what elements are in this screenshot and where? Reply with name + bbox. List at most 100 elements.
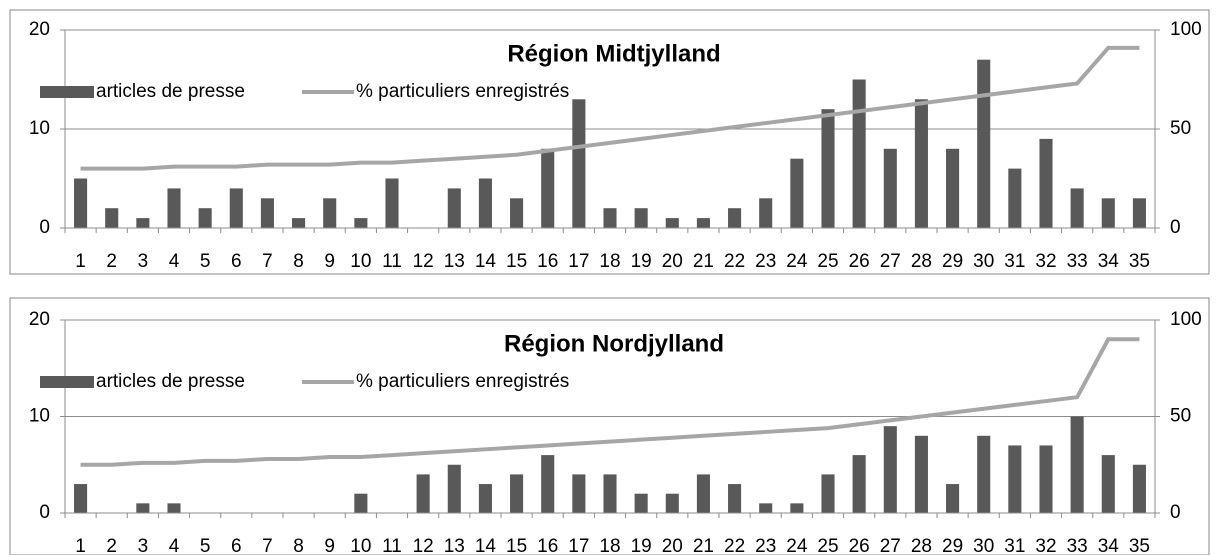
x-tick-label: 13 <box>444 251 465 272</box>
x-tick-label: 31 <box>1004 536 1025 555</box>
bar <box>354 493 368 513</box>
bar <box>696 474 710 513</box>
x-tick-label: 14 <box>475 251 497 272</box>
x-tick-label: 6 <box>231 536 242 555</box>
x-tick-label: 15 <box>506 251 527 272</box>
x-tick-label: 30 <box>973 251 994 272</box>
bar <box>1039 138 1053 228</box>
bar <box>665 493 679 513</box>
x-tick-label: 10 <box>350 251 371 272</box>
bar <box>167 188 181 228</box>
x-tick-label: 30 <box>973 536 994 555</box>
x-tick-label: 32 <box>1035 251 1056 272</box>
bar <box>198 208 212 228</box>
bar <box>447 188 461 228</box>
y-tick-label: 10 <box>29 118 50 139</box>
legend-label: articles de presse <box>96 371 245 392</box>
legend-swatch <box>40 86 94 98</box>
x-tick-label: 2 <box>106 536 117 555</box>
y-tick-label: 0 <box>39 217 50 238</box>
x-tick-label: 11 <box>382 251 402 272</box>
bar <box>541 455 555 513</box>
bar <box>1101 198 1115 228</box>
bar <box>1101 455 1115 513</box>
x-tick-label: 5 <box>200 251 211 272</box>
x-tick-label: 4 <box>169 536 180 555</box>
x-tick-label: 16 <box>537 536 558 555</box>
bar <box>821 474 835 513</box>
bar <box>883 148 897 228</box>
x-tick-label: 28 <box>911 536 932 555</box>
x-tick-label: 4 <box>169 251 180 272</box>
x-tick-label: 33 <box>1067 251 1088 272</box>
bar <box>634 493 648 513</box>
bar <box>1039 445 1053 513</box>
bar <box>883 426 897 513</box>
x-tick-label: 12 <box>413 251 434 272</box>
bar <box>478 484 492 513</box>
x-tick-label: 26 <box>849 251 870 272</box>
bar <box>478 178 492 228</box>
bar <box>946 484 960 513</box>
legend-swatch <box>40 376 94 388</box>
x-tick-label: 11 <box>382 536 402 555</box>
x-tick-label: 13 <box>444 536 465 555</box>
x-tick-label: 20 <box>662 536 683 555</box>
x-tick-label: 29 <box>942 251 963 272</box>
x-tick-label: 14 <box>475 536 497 555</box>
x-tick-label: 8 <box>293 251 304 272</box>
legend-label: articles de presse <box>96 81 245 102</box>
y2-tick-label: 50 <box>1170 406 1191 427</box>
x-tick-label: 2 <box>106 251 117 272</box>
bar <box>914 99 928 228</box>
bar <box>1008 445 1022 513</box>
bar <box>385 178 399 228</box>
bar <box>510 474 524 513</box>
x-tick-label: 26 <box>849 536 870 555</box>
bar <box>1070 416 1084 513</box>
y-tick-label: 20 <box>29 19 50 40</box>
bar <box>1008 168 1022 228</box>
bar <box>946 148 960 228</box>
bar <box>665 218 679 228</box>
x-tick-label: 18 <box>599 536 620 555</box>
bar <box>852 455 866 513</box>
chart-title: Région Nordjylland <box>504 330 724 357</box>
bar <box>821 109 835 228</box>
bar <box>292 218 306 228</box>
x-tick-label: 22 <box>724 536 745 555</box>
bar <box>447 464 461 513</box>
bar <box>728 484 742 513</box>
bar <box>74 484 88 513</box>
bar <box>105 208 119 228</box>
bar <box>603 474 617 513</box>
x-tick-label: 7 <box>262 536 273 555</box>
x-tick-label: 15 <box>506 536 527 555</box>
x-tick-label: 3 <box>138 251 149 272</box>
legend-label: % particuliers enregistrés <box>356 371 569 392</box>
bar <box>1070 188 1084 228</box>
bar <box>136 503 150 513</box>
x-tick-label: 5 <box>200 536 211 555</box>
x-tick-label: 21 <box>693 251 714 272</box>
x-tick-label: 24 <box>786 536 808 555</box>
y-tick-label: 0 <box>39 502 50 523</box>
x-tick-label: 12 <box>413 536 434 555</box>
x-tick-label: 19 <box>631 536 652 555</box>
bar <box>416 474 430 513</box>
x-tick-label: 35 <box>1129 251 1150 272</box>
bar <box>572 474 586 513</box>
bar <box>354 218 368 228</box>
bar <box>1132 198 1146 228</box>
x-tick-label: 17 <box>568 251 589 272</box>
x-tick-label: 3 <box>138 536 149 555</box>
x-tick-label: 7 <box>262 251 273 272</box>
bar <box>541 148 555 228</box>
x-tick-label: 16 <box>537 251 558 272</box>
bar <box>167 503 181 513</box>
x-tick-label: 1 <box>75 536 86 555</box>
bar <box>229 188 243 228</box>
bar <box>74 178 88 228</box>
x-tick-label: 27 <box>880 251 901 272</box>
